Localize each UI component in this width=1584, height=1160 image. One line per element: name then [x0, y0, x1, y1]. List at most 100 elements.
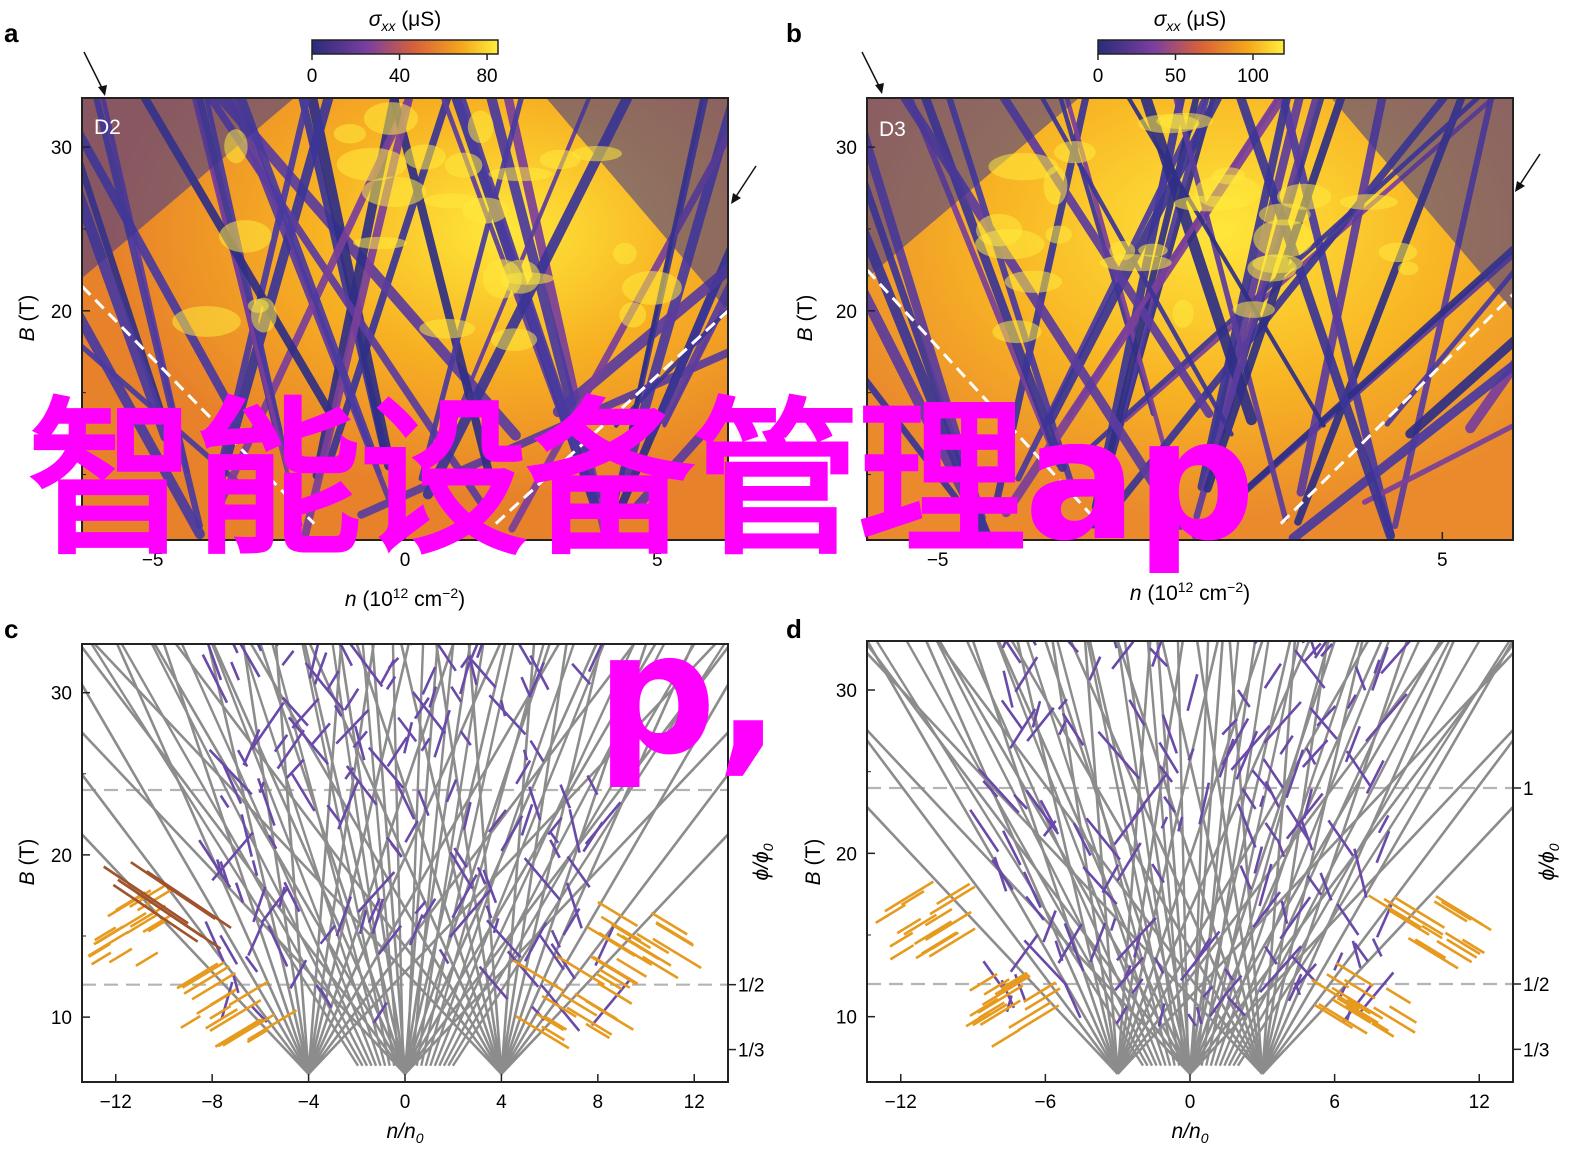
fractal-segment [278, 886, 286, 908]
fan-line [90, 644, 360, 1067]
fan-line [301, 644, 391, 1067]
fan-line [1209, 641, 1330, 1066]
fractal-segment [258, 781, 265, 794]
fractal-segment [1380, 641, 1412, 675]
x-tick-label: −5 [142, 550, 164, 571]
fan-line [150, 644, 369, 1067]
heatmap-blob [1156, 112, 1214, 130]
orange-segment [977, 984, 1024, 1014]
fractal-segment [335, 896, 353, 937]
fan-line [1188, 641, 1257, 1075]
orange-segment [896, 917, 922, 935]
fractal-segment [1253, 641, 1259, 645]
heatmap-blob [1232, 301, 1275, 318]
fractal-segment [267, 924, 289, 968]
fan-line [1176, 641, 1190, 1066]
fan-line [174, 644, 503, 1075]
heatmap-blob [1138, 243, 1168, 257]
orange-segment [655, 922, 694, 947]
y-tick-label: 20 [51, 302, 72, 323]
fractal-segment [421, 897, 437, 920]
heatmap-blob [219, 220, 272, 253]
orange-segment [928, 927, 976, 958]
fractal-segment [1195, 1006, 1203, 1025]
fractal-segment [1305, 747, 1317, 766]
orange-segment [983, 978, 1010, 996]
fractal-segment [239, 644, 261, 678]
fractal-segment [550, 929, 562, 949]
arrow-top-left-b [861, 51, 884, 94]
orange-segment [1343, 978, 1376, 1000]
fractal-segment [450, 685, 463, 703]
orange-segment [991, 1028, 1021, 1048]
fractal-segment [1320, 643, 1334, 658]
orange-segment [246, 1028, 269, 1044]
x-tick-label: −5 [927, 550, 949, 571]
y2-tick-label: 1 [1523, 779, 1534, 800]
fractal-segment [522, 749, 529, 761]
colorbar-tick-label: 100 [1237, 66, 1269, 87]
heatmap-blob [1004, 270, 1063, 293]
orange-segment [183, 965, 231, 995]
orange-segment [981, 974, 1031, 1007]
orange-segment [125, 912, 159, 935]
fractal-segment [326, 804, 341, 823]
fractal-segment [478, 965, 509, 1000]
fractal-segment [1114, 956, 1145, 991]
heatmap-blob [353, 236, 408, 250]
fractal-segment [247, 922, 265, 957]
fan-line [371, 644, 407, 1074]
fractal-segment [1301, 739, 1329, 768]
sample-label-a: D2 [94, 116, 121, 139]
heatmap-stripe [1288, 359, 1513, 540]
orange-segment [616, 932, 660, 961]
fan-line [1195, 641, 1264, 1075]
fractal-segment [1158, 765, 1174, 783]
fractal-segment [428, 686, 438, 708]
orange-segment [1421, 924, 1443, 940]
fractal-segment [1359, 971, 1395, 1013]
fan-line [935, 641, 1264, 1075]
fractal-segment [1187, 1013, 1197, 1027]
fractal-segment [1279, 734, 1294, 755]
fractal-segment [1221, 717, 1250, 766]
brown-segment [130, 861, 216, 921]
dashed-boundary-a [82, 285, 316, 525]
fractal-segment [1309, 641, 1317, 656]
fractal-segment [281, 696, 309, 727]
heatmap-stripe [867, 376, 973, 518]
heatmap-blob [333, 124, 367, 144]
fan-line [1146, 641, 1185, 1066]
orange-segment [994, 973, 1029, 996]
fractal-segment [345, 765, 378, 806]
fractal-segment [1226, 996, 1246, 1017]
fractal-segment [348, 644, 384, 688]
fan-line [1261, 738, 1513, 1075]
heatmap-blob [361, 176, 427, 207]
fractal-segment [1025, 789, 1060, 835]
fractal-segment [476, 644, 484, 659]
fractal-segment [523, 921, 548, 962]
orange-segment [541, 1025, 566, 1042]
fractal-segment [357, 871, 396, 913]
fractal-segment [1346, 694, 1357, 710]
orange-segment [913, 920, 953, 946]
fractal-segment [1063, 922, 1085, 972]
plot-frame-b [866, 97, 1514, 541]
fractal-segment [1191, 937, 1212, 967]
fractal-segment [1085, 817, 1121, 861]
orange-segment [566, 1006, 613, 1036]
fan-line [361, 644, 400, 1066]
fractal-segment [451, 874, 478, 919]
fractal-segment [1353, 848, 1368, 898]
fractal-segment [251, 860, 259, 877]
y-tick-label: 10 [836, 1008, 857, 1029]
fractal-segment [565, 882, 583, 929]
orange-segment [1436, 939, 1473, 964]
fractal-segment [448, 887, 493, 938]
fractal-segment [1263, 663, 1283, 689]
fractal-segment [408, 914, 424, 946]
fractal-segment [1031, 700, 1042, 728]
orange-segment [969, 997, 999, 1017]
fractal-segment [591, 979, 631, 1027]
